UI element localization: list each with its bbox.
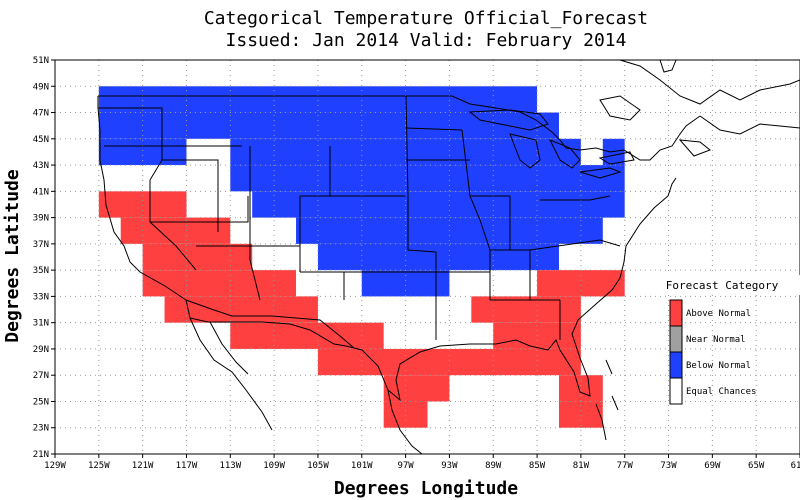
x-tick-label: 97W <box>397 461 414 471</box>
map-frame <box>54 59 800 455</box>
y-axis-label: Degrees Latitude <box>2 169 23 343</box>
florida-keys-bahamas <box>595 359 619 441</box>
chart-title: Categorical Temperature Official_Forecas… <box>204 8 648 29</box>
x-axis-ticks: 129W 125W 121W 117W 113W 109W 105W 101W 97W 93W 89… <box>44 454 800 471</box>
legend-swatch <box>669 351 683 379</box>
x-tick-label: 69W <box>704 461 721 471</box>
x-tick-label: 73W <box>660 461 677 471</box>
y-tick-label: 23N <box>33 424 49 434</box>
forecast-cell-below <box>252 191 625 218</box>
forecast-cell-below <box>230 165 625 192</box>
legend-swatch <box>669 325 683 353</box>
y-tick-label: 41N <box>33 187 49 197</box>
x-tick-label: 85W <box>529 461 546 471</box>
mexico-coast <box>387 389 423 455</box>
forecast-cell-below <box>361 270 450 297</box>
y-tick-label: 25N <box>33 397 49 407</box>
y-tick-label: 51N <box>33 56 49 66</box>
y-tick-label: 31N <box>33 319 49 329</box>
forecast-cell-above <box>317 348 581 376</box>
y-tick-label: 43N <box>33 161 49 171</box>
legend: Forecast Category Above Normal Near Norma… <box>645 275 800 405</box>
great-lakes <box>468 109 635 179</box>
legend-label: Above Normal <box>686 309 751 319</box>
state-lines-west <box>98 107 437 301</box>
y-tick-label: 33N <box>33 292 49 302</box>
forecast-cell-below <box>317 243 559 271</box>
x-tick-label: 65W <box>748 461 765 471</box>
y-tick-label: 29N <box>33 345 49 355</box>
x-tick-label: 81W <box>573 461 590 471</box>
x-tick-label: 93W <box>441 461 458 471</box>
state-lines-central <box>405 95 621 340</box>
forecast-cell-above <box>558 375 603 402</box>
y-tick-label: 49N <box>33 82 49 92</box>
x-tick-label: 89W <box>485 461 502 471</box>
y-tick-label: 27N <box>33 371 49 381</box>
mexico-border <box>185 299 355 349</box>
x-tick-label: 109W <box>263 461 285 471</box>
y-tick-label: 47N <box>33 109 49 119</box>
forecast-cell-below <box>230 138 581 166</box>
x-axis-label: Degrees Longitude <box>334 478 518 499</box>
x-tick-label: 77W <box>617 461 634 471</box>
forecast-cell-above <box>142 270 297 297</box>
us-outline <box>97 96 677 402</box>
legend-title-background <box>645 275 800 295</box>
x-tick-label: 61 <box>791 461 800 471</box>
forecast-cell-above <box>142 243 253 271</box>
baja-california <box>189 317 273 431</box>
legend-label: Below Normal <box>686 361 751 371</box>
x-tick-label: 125W <box>88 461 110 471</box>
canada-border <box>98 95 701 161</box>
x-tick-label: 101W <box>351 461 373 471</box>
legend-swatch <box>669 299 683 327</box>
y-tick-label: 39N <box>33 214 49 224</box>
forecast-cell-above <box>471 296 581 323</box>
legend-items: Above Normal Near Normal Below Normal Equal… <box>669 299 756 405</box>
x-tick-label: 129W <box>44 461 66 471</box>
chart-subtitle: Issued: Jan 2014 Valid: February 2014 <box>226 30 627 51</box>
x-tick-label: 117W <box>176 461 198 471</box>
y-tick-label: 45N <box>33 135 49 145</box>
forecast-cell-above <box>537 270 625 297</box>
legend-label: Equal Chances <box>686 387 756 397</box>
forecast-cell-above <box>383 375 450 402</box>
forecast-cell-below <box>98 112 559 139</box>
legend-label: Near Normal <box>686 335 746 345</box>
geographic-boundaries <box>97 59 800 455</box>
x-tick-label: 121W <box>132 461 154 471</box>
legend-title: Forecast Category <box>666 279 779 292</box>
y-axis-ticks: 51N 49N 47N 45N 43N 41N 39N 37N 35N 33N 31N 29N 27N 2… <box>33 56 55 460</box>
forecast-cell-below <box>98 138 187 166</box>
x-tick-label: 113W <box>219 461 241 471</box>
forecast-cell-above <box>230 322 384 349</box>
x-tick-label: 105W <box>307 461 329 471</box>
legend-swatch <box>669 377 683 405</box>
y-tick-label: 21N <box>33 450 49 460</box>
y-tick-label: 35N <box>33 266 49 276</box>
y-tick-label: 37N <box>33 240 49 250</box>
canada-coast <box>599 59 800 157</box>
